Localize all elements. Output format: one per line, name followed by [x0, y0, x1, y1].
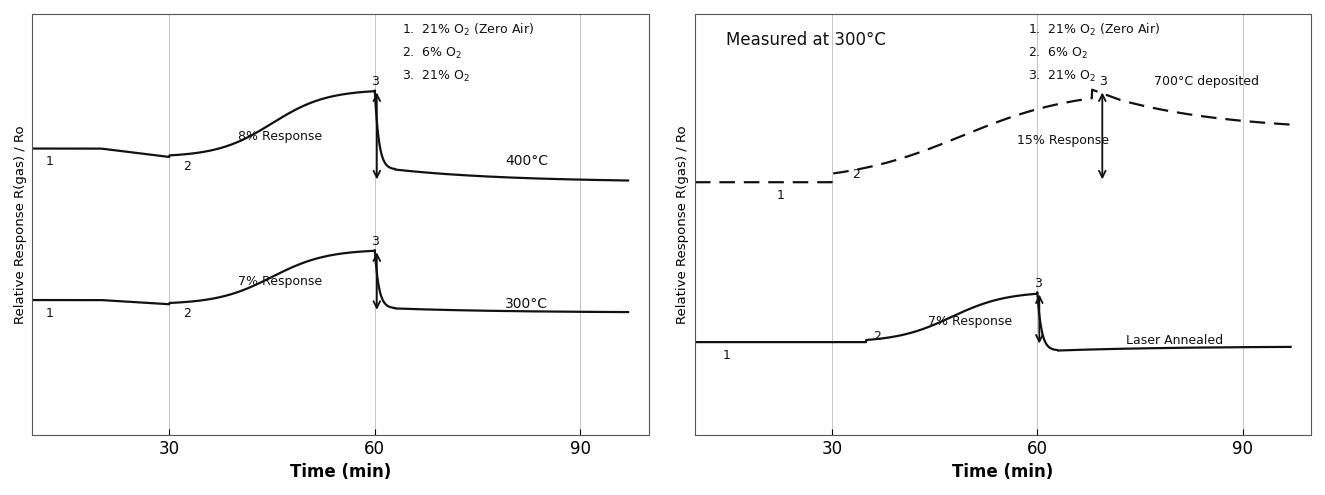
Text: 3: 3 [1034, 277, 1041, 291]
Text: 1: 1 [46, 307, 54, 320]
Text: Measured at 300°C: Measured at 300°C [726, 31, 885, 49]
Text: 1: 1 [722, 349, 730, 362]
Text: 400°C: 400°C [505, 154, 547, 168]
X-axis label: Time (min): Time (min) [290, 463, 391, 481]
Text: 7% Response: 7% Response [927, 315, 1012, 328]
Text: Laser Annealed: Laser Annealed [1126, 334, 1223, 347]
Text: 2: 2 [873, 330, 881, 343]
Text: 1: 1 [46, 155, 54, 168]
Text: 1.  21% O$_2$ (Zero Air)
2.  6% O$_2$
3.  21% O$_2$: 1. 21% O$_2$ (Zero Air) 2. 6% O$_2$ 3. 2… [1028, 22, 1159, 84]
Text: 1.  21% O$_2$ (Zero Air)
2.  6% O$_2$
3.  21% O$_2$: 1. 21% O$_2$ (Zero Air) 2. 6% O$_2$ 3. 2… [403, 22, 534, 84]
X-axis label: Time (min): Time (min) [953, 463, 1053, 481]
Text: 3: 3 [371, 75, 379, 89]
Text: 3: 3 [371, 235, 379, 248]
Text: 8% Response: 8% Response [237, 130, 322, 143]
Text: 700°C deposited: 700°C deposited [1154, 75, 1259, 89]
Y-axis label: Relative Response R(gas) / Ro: Relative Response R(gas) / Ro [13, 125, 26, 324]
Text: 2: 2 [183, 159, 191, 173]
Text: 1: 1 [776, 189, 784, 202]
Text: 7% Response: 7% Response [237, 275, 322, 288]
Text: 3: 3 [1098, 75, 1106, 89]
Text: 300°C: 300°C [505, 297, 547, 311]
Text: 2: 2 [852, 168, 860, 181]
Text: 2: 2 [183, 307, 191, 320]
Y-axis label: Relative Response R(gas) / Ro: Relative Response R(gas) / Ro [676, 125, 689, 324]
Text: 15% Response: 15% Response [1016, 134, 1109, 148]
